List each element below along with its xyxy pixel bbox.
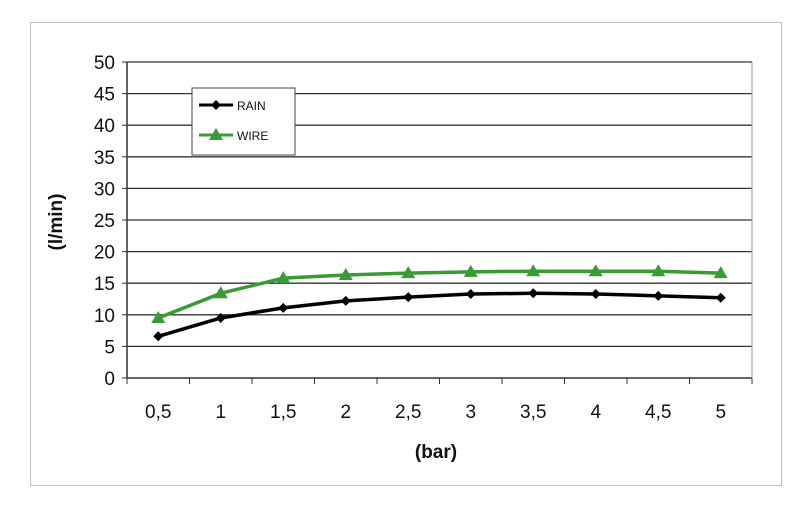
data-point xyxy=(211,100,221,110)
legend xyxy=(191,87,296,156)
y-tick-label: 50 xyxy=(94,53,115,74)
data-point xyxy=(528,288,539,299)
y-tick-label: 10 xyxy=(94,306,115,327)
data-point xyxy=(338,267,353,280)
x-tick-label: 0,5 xyxy=(145,402,171,423)
y-tick-label: 15 xyxy=(94,274,115,295)
x-tick-label: 3,5 xyxy=(520,402,546,423)
chart-frame xyxy=(30,22,782,486)
data-point xyxy=(651,264,666,277)
data-point xyxy=(209,128,223,140)
data-point xyxy=(713,266,728,279)
data-point xyxy=(590,288,601,299)
y-tick-label: 25 xyxy=(94,211,115,232)
y-tick-label: 35 xyxy=(94,148,115,169)
x-tick-label: 3 xyxy=(465,402,476,423)
y-tick-label: 5 xyxy=(104,337,115,358)
data-point xyxy=(588,264,603,277)
x-tick-label: 4 xyxy=(590,402,601,423)
data-point xyxy=(403,292,414,303)
y-tick-label: 45 xyxy=(94,85,115,106)
x-tick-label: 1 xyxy=(215,402,226,423)
data-point xyxy=(153,331,164,342)
legend-label: RAIN xyxy=(237,99,266,113)
data-point xyxy=(715,292,726,303)
series-line-rain xyxy=(157,291,721,338)
x-axis-label: (bar) xyxy=(415,442,457,463)
data-point xyxy=(151,310,166,323)
data-point xyxy=(213,286,228,299)
x-tick-label: 4,5 xyxy=(645,402,671,423)
data-point xyxy=(340,295,351,306)
x-tick-label: 2,5 xyxy=(395,402,421,423)
x-tick-label: 2 xyxy=(340,402,351,423)
legend-label: WIRE xyxy=(237,129,268,143)
series-line-wire xyxy=(157,269,721,320)
data-point xyxy=(278,302,289,313)
data-point xyxy=(653,290,664,301)
data-point xyxy=(401,266,416,279)
data-point xyxy=(465,288,476,299)
y-axis-label: (l/min) xyxy=(46,194,67,251)
data-point xyxy=(276,271,291,284)
x-tick-label: 1,5 xyxy=(270,402,296,423)
data-point xyxy=(215,312,226,323)
y-tick-label: 0 xyxy=(104,369,115,390)
y-tick-label: 20 xyxy=(94,243,115,264)
y-tick-label: 30 xyxy=(94,179,115,200)
data-point xyxy=(526,264,541,277)
y-tick-label: 40 xyxy=(94,116,115,137)
x-tick-label: 5 xyxy=(715,402,726,423)
data-point xyxy=(463,264,478,277)
